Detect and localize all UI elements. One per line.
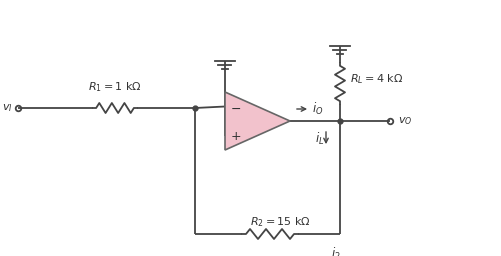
Text: $R_L = 4\ \mathrm{k\Omega}$: $R_L = 4\ \mathrm{k\Omega}$ xyxy=(349,73,402,87)
Text: $i_L$: $i_L$ xyxy=(314,131,323,147)
Text: $i_O$: $i_O$ xyxy=(312,101,323,117)
Text: $v_O$: $v_O$ xyxy=(397,115,411,127)
Text: $i_2$: $i_2$ xyxy=(330,246,340,256)
Text: $+$: $+$ xyxy=(230,130,241,143)
Polygon shape xyxy=(224,92,290,150)
Text: $v_I$: $v_I$ xyxy=(3,102,13,114)
Text: $R_2 = 15\ \mathrm{k\Omega}$: $R_2 = 15\ \mathrm{k\Omega}$ xyxy=(249,215,310,229)
Text: $R_1 = 1\ \mathrm{k\Omega}$: $R_1 = 1\ \mathrm{k\Omega}$ xyxy=(88,80,142,94)
Text: $-$: $-$ xyxy=(230,101,241,114)
